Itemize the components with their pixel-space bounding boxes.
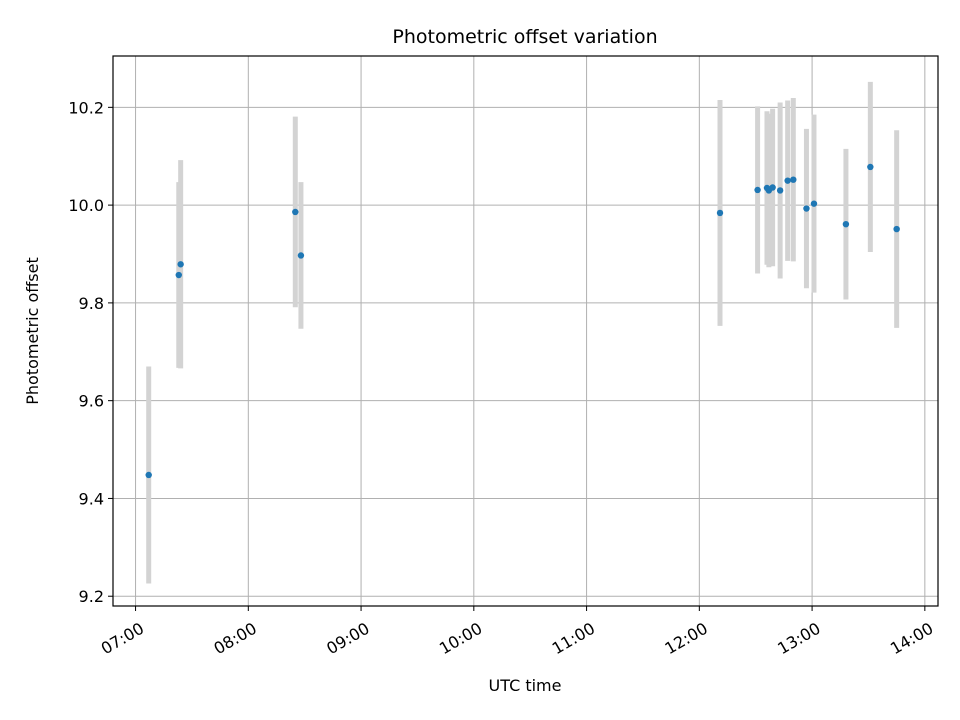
data-point bbox=[776, 187, 784, 194]
data-point bbox=[292, 208, 299, 216]
data-point bbox=[754, 186, 761, 194]
data-point bbox=[177, 261, 184, 268]
y-axis-label: Photometric offset bbox=[23, 257, 42, 405]
data-point bbox=[790, 176, 797, 183]
y-tick-label: 9.4 bbox=[79, 489, 104, 508]
data-point bbox=[769, 184, 776, 191]
data-point bbox=[810, 200, 818, 207]
chart-title: Photometric offset variation bbox=[392, 26, 657, 48]
data-point bbox=[893, 225, 900, 233]
y-axis-ticks: 9.2 9.4 9.6 9.8 10.0 10.2 bbox=[68, 98, 113, 606]
data-point bbox=[716, 209, 724, 217]
data-point bbox=[784, 177, 791, 184]
data-point bbox=[867, 163, 874, 171]
data-point bbox=[145, 471, 152, 479]
y-tick-label: 9.2 bbox=[79, 587, 104, 606]
y-tick-label: 10.2 bbox=[68, 98, 104, 117]
data-points bbox=[145, 163, 900, 479]
y-tick-label: 9.6 bbox=[79, 392, 104, 411]
y-tick-label: 9.8 bbox=[79, 294, 104, 313]
y-tick-label: 10.0 bbox=[68, 196, 104, 215]
x-axis-label: UTC time bbox=[489, 676, 562, 695]
plot-frame bbox=[112, 55, 939, 607]
grid bbox=[113, 56, 938, 606]
data-point bbox=[175, 271, 182, 279]
data-point bbox=[297, 252, 305, 259]
data-point bbox=[803, 205, 810, 212]
data-point bbox=[842, 220, 850, 228]
